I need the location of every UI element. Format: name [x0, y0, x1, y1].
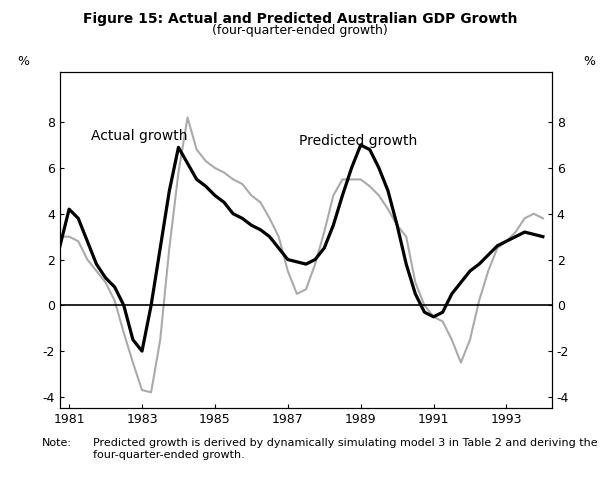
- Text: Note:: Note:: [42, 438, 72, 448]
- Text: Figure 15: Actual and Predicted Australian GDP Growth: Figure 15: Actual and Predicted Australi…: [83, 12, 517, 26]
- Text: Actual growth: Actual growth: [91, 130, 187, 144]
- Text: Predicted growth: Predicted growth: [299, 134, 417, 148]
- Text: %: %: [583, 55, 595, 68]
- Text: (four-quarter-ended growth): (four-quarter-ended growth): [212, 24, 388, 37]
- Text: Predicted growth is derived by dynamically simulating model 3 in Table 2 and der: Predicted growth is derived by dynamical…: [93, 438, 600, 460]
- Text: %: %: [17, 55, 29, 68]
